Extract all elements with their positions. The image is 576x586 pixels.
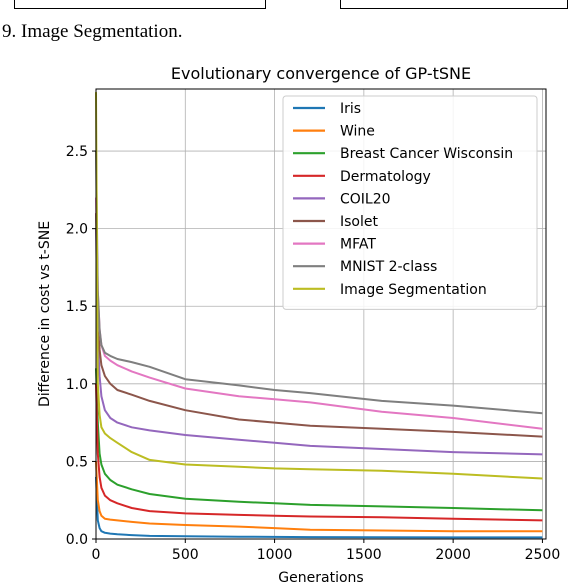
x-tick-label: 1000 [257,547,293,563]
legend-label-image-segmentation: Image Segmentation [340,282,487,298]
legend-label-coil20: COIL20 [340,191,391,207]
legend-label-isolet: Isolet [340,214,378,230]
y-tick-label: 1.5 [66,299,88,315]
chart-title: Evolutionary convergence of GP-tSNE [171,64,471,83]
legend-label-dermatology: Dermatology [340,169,431,185]
axes-frame [95,88,547,540]
x-tick-label: 2500 [525,547,561,563]
legend: Iris Wine Breast Cancer Wisconsin Dermatolo… [282,95,538,310]
series-line-wine [95,461,543,533]
top-left-box [14,0,266,9]
legend-label-wine: Wine [340,124,375,140]
legend-label-breast-cancer-wisconsin: Breast Cancer Wisconsin [340,146,513,162]
y-axis-label: Difference in cost vs t-SNE [37,221,53,407]
series-line-breast-cancer-wisconsin [95,368,543,512]
y-tick-label: 2.0 [66,222,88,238]
series-layer [95,92,543,539]
x-tick-label: 2000 [435,547,471,563]
x-tick-label: 0 [92,547,101,563]
y-tick-label: 1.0 [66,377,88,393]
legend-label-iris: Iris [340,101,361,117]
legend-box [282,95,538,310]
series-line-isolet [95,213,543,438]
top-right-box [340,0,568,9]
y-tick-label: 0.5 [66,454,88,470]
axis-ticks: 0 500 1000 1500 2000 2500 0.0 0.5 1.0 1.5 2.0 2.5 [66,144,561,563]
x-axis-label: Generations [278,570,363,586]
x-tick-label: 500 [172,547,199,563]
x-tick-label: 1500 [346,547,382,563]
series-line-coil20 [95,228,543,456]
legend-label-mnist-2-class: MNIST 2-class [340,259,437,275]
y-tick-label: 0.0 [66,532,88,548]
series-line-image-segmentation [95,92,543,480]
legend-label-mfat: MFAT [340,237,376,253]
y-tick-label: 2.5 [66,144,88,160]
series-line-iris [95,476,543,539]
series-line-dermatology [95,383,543,522]
figure-caption: 9. Image Segmentation. [2,21,183,42]
series-line-mnist-2-class [95,151,543,415]
